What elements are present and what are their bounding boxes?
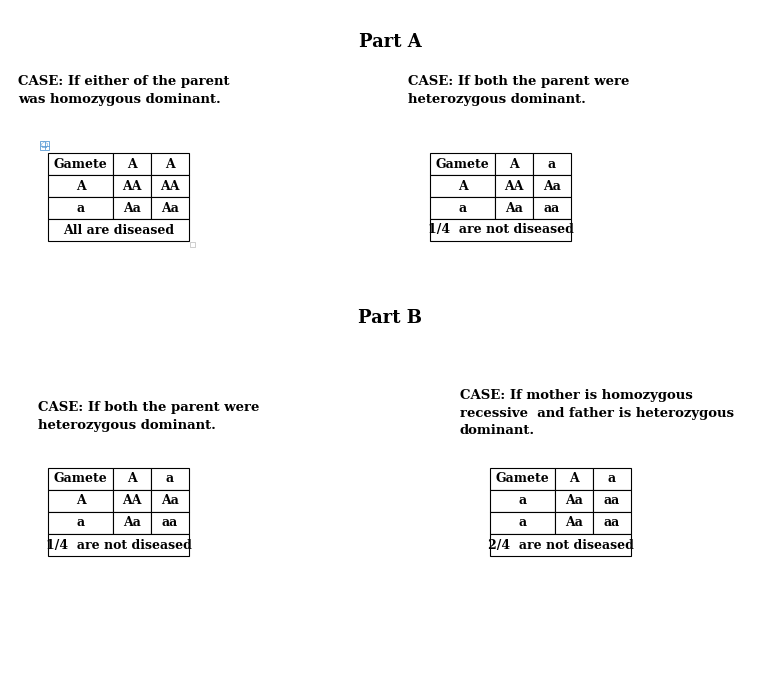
Text: A: A: [458, 179, 467, 192]
Bar: [495, 153, 533, 175]
Text: a: a: [76, 516, 84, 529]
Text: A: A: [509, 157, 519, 170]
Bar: [48, 219, 189, 241]
Text: a: a: [76, 202, 84, 215]
Text: Aa: Aa: [565, 516, 583, 529]
Text: Aa: Aa: [543, 179, 561, 192]
Text: CASE: If both the parent were: CASE: If both the parent were: [408, 75, 629, 88]
Text: a: a: [459, 202, 466, 215]
Text: 2/4  are not diseased: 2/4 are not diseased: [488, 538, 633, 551]
Text: dominant.: dominant.: [460, 423, 535, 436]
Bar: [490, 512, 555, 534]
Bar: [533, 175, 571, 197]
Bar: [113, 468, 151, 490]
Bar: [555, 512, 593, 534]
Text: Gamete: Gamete: [495, 473, 549, 486]
Text: aa: aa: [604, 516, 620, 529]
Text: Gamete: Gamete: [435, 157, 489, 170]
Text: ⬠: ⬠: [41, 140, 48, 150]
Bar: [48, 153, 113, 175]
Bar: [533, 153, 571, 175]
Bar: [555, 468, 593, 490]
Bar: [593, 512, 631, 534]
Bar: [151, 468, 189, 490]
Bar: [113, 175, 151, 197]
Text: CASE: If mother is homozygous: CASE: If mother is homozygous: [460, 389, 693, 402]
Bar: [48, 468, 113, 490]
Text: Aa: Aa: [123, 202, 141, 215]
Bar: [430, 175, 495, 197]
Bar: [151, 153, 189, 175]
Bar: [430, 219, 571, 241]
Bar: [593, 490, 631, 512]
Bar: [48, 490, 113, 512]
Text: Part A: Part A: [359, 33, 421, 51]
Text: a: a: [608, 473, 616, 486]
Bar: [48, 175, 113, 197]
Text: Aa: Aa: [565, 495, 583, 508]
Text: AA: AA: [122, 179, 142, 192]
Text: Gamete: Gamete: [54, 473, 108, 486]
Text: 1/4  are not diseased: 1/4 are not diseased: [45, 538, 191, 551]
Text: a: a: [519, 516, 526, 529]
Bar: [40, 141, 49, 150]
Text: Gamete: Gamete: [54, 157, 108, 170]
Bar: [490, 490, 555, 512]
Bar: [151, 490, 189, 512]
Bar: [48, 534, 189, 556]
Text: A: A: [127, 473, 136, 486]
Text: a: a: [548, 157, 556, 170]
Text: 1/4  are not diseased: 1/4 are not diseased: [427, 224, 573, 237]
Text: aa: aa: [162, 516, 178, 529]
Text: A: A: [569, 473, 579, 486]
Bar: [490, 534, 631, 556]
Bar: [151, 512, 189, 534]
Text: Aa: Aa: [123, 516, 141, 529]
Text: CASE: If both the parent were: CASE: If both the parent were: [38, 402, 260, 415]
Bar: [151, 175, 189, 197]
Bar: [430, 153, 495, 175]
Text: Aa: Aa: [505, 202, 523, 215]
Text: a: a: [519, 495, 526, 508]
Bar: [555, 490, 593, 512]
Text: A: A: [76, 179, 85, 192]
Text: heterozygous dominant.: heterozygous dominant.: [408, 92, 586, 105]
Bar: [490, 468, 555, 490]
Text: Aa: Aa: [161, 495, 179, 508]
Text: AA: AA: [160, 179, 179, 192]
Bar: [495, 175, 533, 197]
Text: heterozygous dominant.: heterozygous dominant.: [38, 419, 216, 432]
Bar: [113, 153, 151, 175]
Bar: [430, 197, 495, 219]
Text: AA: AA: [122, 495, 142, 508]
Bar: [113, 490, 151, 512]
Bar: [533, 197, 571, 219]
Text: was homozygous dominant.: was homozygous dominant.: [18, 92, 221, 105]
Text: All are diseased: All are diseased: [63, 224, 174, 237]
Text: recessive  and father is heterozygous: recessive and father is heterozygous: [460, 406, 734, 419]
Text: aa: aa: [604, 495, 620, 508]
Text: a: a: [166, 473, 174, 486]
Text: CASE: If either of the parent: CASE: If either of the parent: [18, 75, 229, 88]
Text: A: A: [165, 157, 175, 170]
Text: AA: AA: [504, 179, 523, 192]
Text: aa: aa: [544, 202, 560, 215]
Text: A: A: [127, 157, 136, 170]
Bar: [48, 197, 113, 219]
Bar: [495, 197, 533, 219]
Text: Part B: Part B: [358, 309, 422, 327]
Text: Aa: Aa: [161, 202, 179, 215]
Bar: [113, 512, 151, 534]
Bar: [113, 197, 151, 219]
Bar: [48, 512, 113, 534]
Bar: [151, 197, 189, 219]
Bar: [593, 468, 631, 490]
Bar: [190, 242, 195, 247]
Text: A: A: [76, 495, 85, 508]
